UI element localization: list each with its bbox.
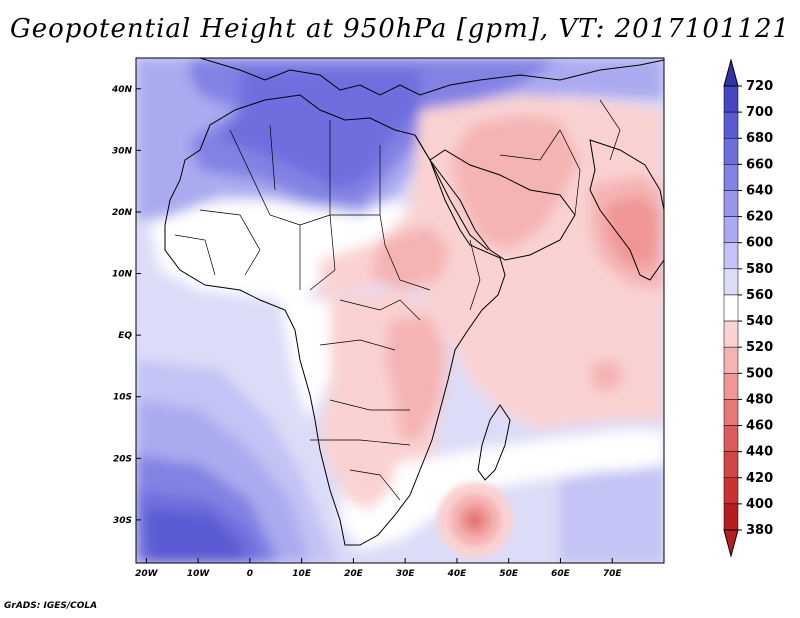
x-tick-label: 20E (344, 569, 364, 579)
madagascar-coastline (477, 404, 511, 481)
field-india-480 (605, 195, 660, 265)
y-tick-label: 10S (113, 393, 132, 403)
height-field (136, 58, 664, 563)
madagascar-low (437, 482, 513, 558)
india-coastline (589, 139, 664, 281)
chart-title: Geopotential Height at 950hPa [gpm], VT:… (9, 14, 791, 44)
field-se-indian-580 (560, 465, 664, 563)
x-tick-label: 50E (499, 569, 519, 579)
y-axis: 40N 30N 20N 10N EQ 10S 20S 30S (111, 85, 141, 526)
x-tick-label: 70E (603, 569, 623, 579)
x-tick-label: 40E (447, 569, 468, 579)
field-north-660 (220, 70, 420, 190)
y-tick-label: 10N (112, 270, 133, 280)
coastlines (164, 58, 664, 546)
footer-credit: GrADS: IGES/COLA (4, 601, 98, 611)
red-sea-coastline (414, 134, 489, 251)
x-tick-label: 10E (292, 569, 312, 579)
field-safrica-520 (330, 430, 400, 510)
field-west-600 (136, 58, 190, 200)
x-tick-label: 60E (551, 569, 571, 579)
x-tick-label: 20W (135, 569, 159, 579)
field-eafrica-500 (385, 315, 445, 440)
arabia-coastline (429, 149, 576, 261)
field-sahara-540 (150, 200, 420, 310)
africa-coastline (164, 94, 506, 546)
y-tick-label: 40N (111, 85, 133, 95)
field-ocean-spot-500 (590, 358, 625, 392)
field-westafrica-540 (280, 300, 330, 420)
europe-coastline (199, 58, 664, 96)
field-satl-680 (145, 510, 245, 563)
x-axis: 20W 10W 0 10E 20E 30E 40E 50E 60E 70E (135, 558, 622, 579)
y-tick-label: 20S (113, 454, 132, 464)
x-tick-label: 10W (187, 569, 211, 579)
x-tick-label: 0 (247, 569, 253, 579)
field-sudan-500 (370, 225, 450, 290)
plot-frame (135, 57, 665, 564)
y-tick-label: 30S (113, 516, 132, 526)
country-borders (174, 99, 621, 501)
y-tick-label: 30N (112, 146, 133, 156)
y-tick-label: 20N (112, 208, 133, 218)
field-safrica-540 (340, 430, 664, 550)
field-arabia-520 (320, 95, 664, 430)
y-tick-label: EQ (118, 331, 132, 341)
x-tick-label: 30E (396, 569, 416, 579)
